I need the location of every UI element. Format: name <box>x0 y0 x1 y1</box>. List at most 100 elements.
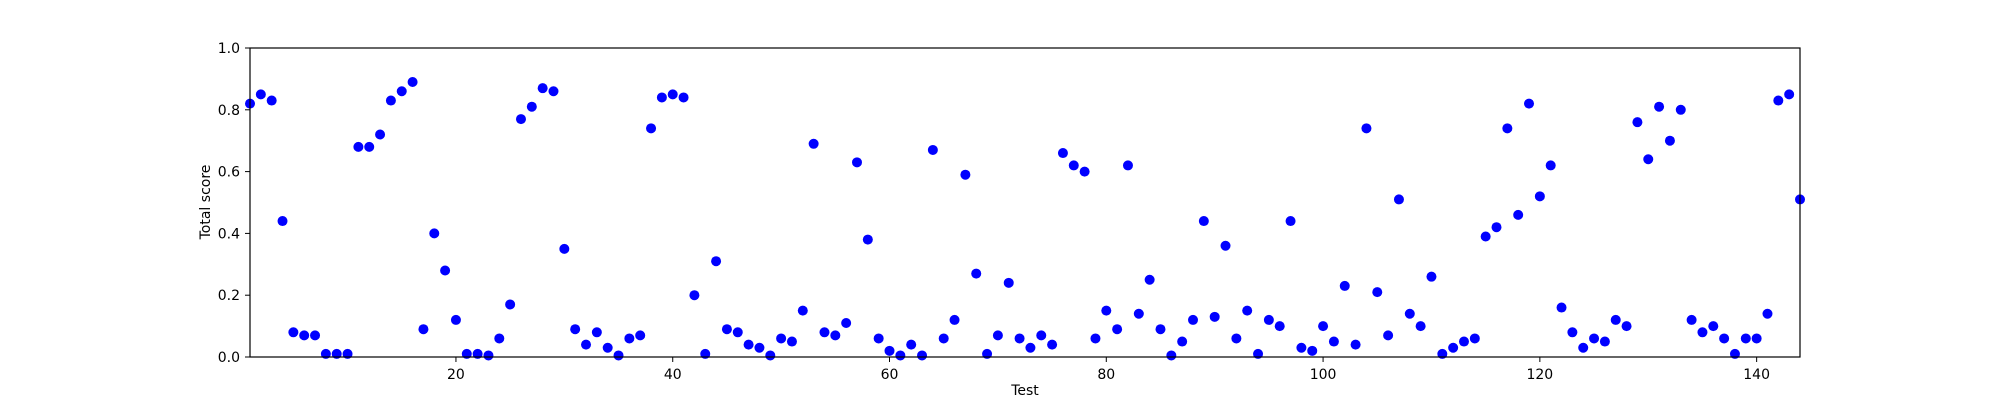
data-point <box>1567 327 1578 338</box>
data-points <box>245 76 1805 361</box>
data-point <box>1361 123 1372 134</box>
data-point <box>830 330 841 341</box>
y-tick-label: 0.8 <box>218 103 240 119</box>
y-tick-label: 0.4 <box>218 226 240 242</box>
data-point <box>1654 101 1665 112</box>
data-point <box>1556 302 1567 313</box>
data-point <box>266 95 277 106</box>
y-tick-label: 1.0 <box>218 41 240 57</box>
data-point <box>1393 194 1404 205</box>
data-point <box>992 330 1003 341</box>
data-point <box>971 268 982 279</box>
x-tick-label: 40 <box>664 367 682 383</box>
data-point <box>1057 148 1068 159</box>
data-point <box>1144 274 1155 285</box>
y-tick-label: 0.6 <box>218 165 240 181</box>
y-axis-ticks: 0.0 0.2 0.4 0.6 0.8 1.0 <box>218 41 250 366</box>
data-point <box>862 234 873 245</box>
data-point <box>1014 333 1025 344</box>
data-point <box>1491 222 1502 233</box>
data-point <box>299 330 310 341</box>
data-point <box>895 350 906 361</box>
data-point <box>310 330 321 341</box>
data-point <box>450 314 461 325</box>
data-point <box>1578 342 1589 353</box>
data-point <box>1372 287 1383 298</box>
data-point <box>678 92 689 103</box>
x-axis-label: Test <box>1010 383 1039 399</box>
data-point <box>873 333 884 344</box>
data-point <box>1719 333 1730 344</box>
data-point <box>1177 336 1188 347</box>
data-point <box>938 333 949 344</box>
data-point <box>1068 160 1079 171</box>
data-point <box>1502 123 1513 134</box>
data-point <box>884 345 895 356</box>
data-point <box>927 144 938 155</box>
data-point <box>255 89 266 100</box>
data-point <box>1079 166 1090 177</box>
data-point <box>1209 311 1220 322</box>
data-point <box>288 327 299 338</box>
data-point <box>732 327 743 338</box>
data-point <box>277 216 288 227</box>
data-point <box>1426 271 1437 282</box>
data-point <box>418 324 429 335</box>
data-point <box>635 330 646 341</box>
data-point <box>1404 308 1415 319</box>
x-tick-label: 140 <box>1743 367 1770 383</box>
data-point <box>1415 321 1426 332</box>
data-point <box>537 83 548 94</box>
data-point <box>646 123 657 134</box>
data-point <box>353 141 364 152</box>
data-point <box>407 76 418 87</box>
data-point <box>505 299 516 310</box>
data-point <box>364 141 375 152</box>
x-axis-ticks: 20 40 60 80 100 120 140 <box>447 357 1770 383</box>
data-point <box>667 89 678 100</box>
data-point <box>483 350 494 361</box>
data-point <box>1513 209 1524 220</box>
data-point <box>1188 314 1199 325</box>
x-tick-label: 20 <box>447 367 465 383</box>
data-point <box>1599 336 1610 347</box>
data-point <box>1220 240 1231 251</box>
data-point <box>1047 339 1058 350</box>
data-point <box>1274 321 1285 332</box>
data-point <box>1166 350 1177 361</box>
data-point <box>1643 154 1654 165</box>
data-point <box>624 333 635 344</box>
data-point <box>841 318 852 329</box>
data-point <box>776 333 787 344</box>
data-point <box>526 101 537 112</box>
data-point <box>1242 305 1253 316</box>
data-point <box>429 228 440 239</box>
data-point <box>1708 321 1719 332</box>
data-point <box>808 138 819 149</box>
y-axis-label: Total score <box>198 165 214 241</box>
data-point <box>1664 135 1675 146</box>
data-point <box>1198 216 1209 227</box>
data-point <box>1328 336 1339 347</box>
data-point <box>1090 333 1101 344</box>
x-tick-label: 120 <box>1526 367 1553 383</box>
data-point <box>1458 336 1469 347</box>
data-point <box>754 342 765 353</box>
data-point <box>581 339 592 350</box>
data-point <box>602 342 613 353</box>
data-point <box>765 350 776 361</box>
data-point <box>1610 314 1621 325</box>
data-point <box>1589 333 1600 344</box>
x-tick-label: 80 <box>1097 367 1115 383</box>
data-point <box>559 243 570 254</box>
data-point <box>1155 324 1166 335</box>
data-point <box>1133 308 1144 319</box>
data-point <box>1112 324 1123 335</box>
data-point <box>515 114 526 125</box>
data-point <box>1534 191 1545 202</box>
data-point <box>1480 231 1491 242</box>
x-tick-label: 100 <box>1310 367 1337 383</box>
data-point <box>721 324 732 335</box>
